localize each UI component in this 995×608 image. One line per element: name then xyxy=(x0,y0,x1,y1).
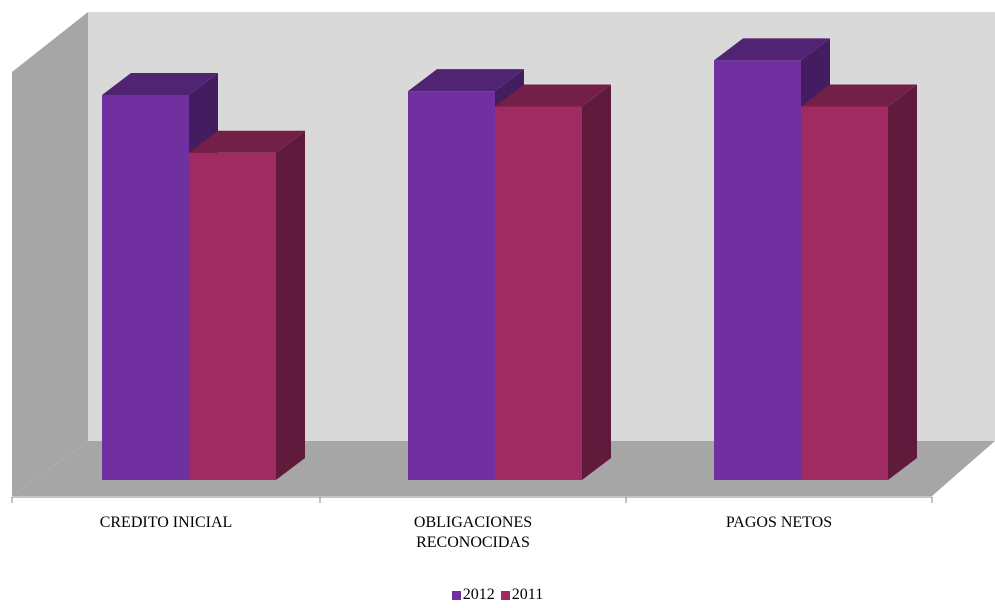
bar-top xyxy=(189,130,305,153)
x-axis-label: CREDITO INICIAL xyxy=(99,514,233,531)
bar-side xyxy=(888,84,917,481)
x-axis-label: PAGOS NETOS xyxy=(725,514,833,531)
bar-top xyxy=(801,84,917,107)
bar-front xyxy=(408,91,495,481)
legend-label: 2012 xyxy=(462,586,495,603)
legend-label: 2011 xyxy=(511,586,544,603)
bar-top xyxy=(102,73,218,95)
bar-top xyxy=(495,84,611,107)
bar-top xyxy=(714,38,830,61)
bar-2011-3 xyxy=(801,84,917,481)
x-axis-label: OBLIGACIONES RECONOCIDAS xyxy=(413,514,533,551)
bar-2011-2 xyxy=(495,84,611,481)
legend-item-2011: 2011 xyxy=(500,586,544,604)
bar-side xyxy=(582,84,611,481)
side-wall xyxy=(12,12,88,496)
bar-front xyxy=(102,95,189,480)
legend-item-2012: 2012 xyxy=(451,586,495,604)
legend-swatch xyxy=(500,590,510,600)
bar-top xyxy=(408,69,524,92)
bar-side xyxy=(276,130,305,480)
bar-front xyxy=(189,152,276,480)
bar-2011-1 xyxy=(189,130,305,480)
bar-front xyxy=(714,60,801,480)
bar-front xyxy=(495,106,582,481)
legend: 2012 2011 xyxy=(0,586,995,604)
bar-front xyxy=(801,106,888,481)
bars-group xyxy=(102,38,917,481)
legend-swatch xyxy=(451,590,461,600)
axis-ticks xyxy=(11,497,933,503)
